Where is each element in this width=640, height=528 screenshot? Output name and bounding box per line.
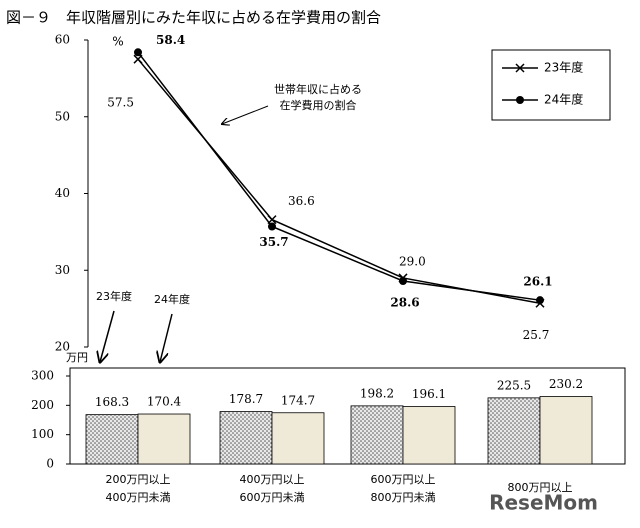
y-tick-label: 20 [55,340,70,354]
data-label: 174.7 [281,393,315,407]
watermark: ReseMom [489,491,598,515]
plot-frame [69,367,626,465]
marker [536,296,544,305]
data-label: 26.1 [523,275,552,289]
data-label: 170.4 [147,395,182,409]
x-tick-label: 800万円以上 [508,481,573,494]
marker [268,222,276,231]
legend-marker [516,96,524,104]
y-tick-label: 30 [55,263,70,277]
data-label: 29.0 [399,254,426,268]
y-tick-label: 0 [46,457,54,471]
y-tick-label: 200 [31,398,54,412]
annotation-arrow [100,310,115,362]
annotation-arrow [222,105,269,124]
legend-label: 23年度 [544,60,583,75]
bar [350,405,404,465]
x-tick-label: 800万円未満 [371,491,436,504]
annotation-arrow [160,313,173,362]
title: 図－９ 年収階層別にみた年収に占める在学費用の割合 [6,9,381,27]
data-label: 36.6 [288,194,315,208]
data-label: 225.5 [497,378,531,392]
y-tick-label: 300 [31,369,54,383]
annotation: 23年度 [96,289,132,303]
y-tick-label: 100 [31,427,54,441]
bar [219,411,273,465]
legend-box [491,49,611,121]
data-label: 28.6 [390,295,419,309]
bar [271,412,325,465]
data-label: 35.7 [259,235,288,249]
line [137,51,541,301]
annotation: 在学費用の割合 [280,98,357,112]
x-tick-label: 600万円以上 [371,473,436,486]
legend-marker [515,63,525,73]
x-tick-label: 600万円未満 [240,491,305,504]
annotation: 世帯年収に占める [274,82,362,96]
y-tick-label: 40 [55,186,70,200]
x-tick-label: 400万円未満 [106,491,171,504]
data-label: 196.1 [412,387,446,401]
data-label: 58.4 [156,33,185,47]
data-label: 168.3 [95,395,129,409]
annotation: 24年度 [154,292,190,306]
y-tick-label: 50 [55,109,70,123]
legend-label: 24年度 [544,92,583,107]
bar [539,396,593,465]
data-label: 198.2 [360,386,394,400]
bar [487,397,541,465]
y-tick-label: 60 [55,33,70,47]
data-label: 57.5 [107,96,134,110]
bar [402,406,456,465]
bar [85,414,139,465]
x-tick-label: 200万円以上 [106,473,171,486]
data-label: 230.2 [549,377,583,391]
data-label: 25.7 [523,328,550,342]
unit-label: 万円 [66,351,88,364]
data-label: 178.7 [229,392,263,406]
marker [399,276,407,285]
bar [137,413,191,465]
unit-label: % [112,35,123,49]
x-tick-label: 400万円以上 [240,473,305,486]
marker [134,48,142,57]
